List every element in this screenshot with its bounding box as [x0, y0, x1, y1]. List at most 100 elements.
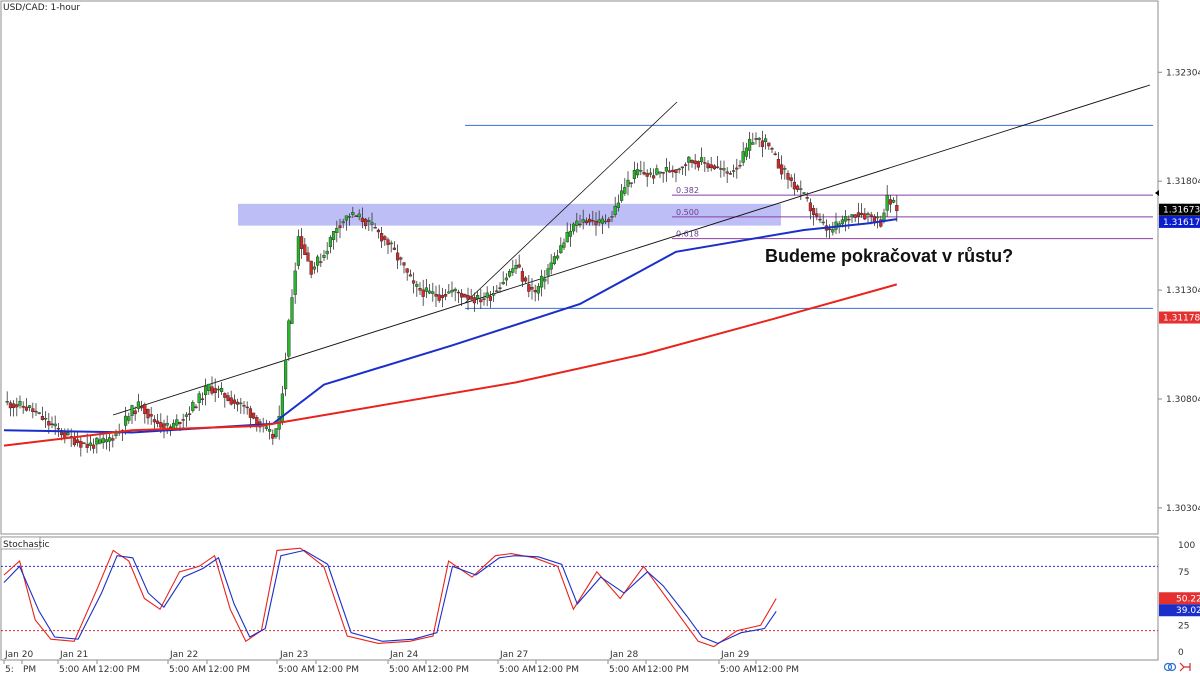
- bull-candle-body: [171, 422, 176, 429]
- bull-candle-body: [348, 216, 352, 218]
- bull-candle-body: [332, 231, 336, 240]
- candle: [437, 284, 441, 303]
- bull-candle-body: [514, 265, 518, 269]
- bear-candle-body: [738, 164, 742, 167]
- bull-candle-body: [344, 215, 348, 221]
- bull-candle-body: [492, 293, 496, 296]
- bear-candle-body: [684, 164, 688, 166]
- candle: [652, 168, 656, 184]
- candle: [754, 132, 758, 145]
- candle: [213, 378, 217, 402]
- bull-candle-body: [88, 442, 92, 446]
- bull-candle-body: [876, 216, 880, 219]
- chart-annotation: Budeme pokračovat v růstu?: [765, 246, 1013, 266]
- bear-candle-body: [789, 177, 793, 181]
- bull-candle-body: [831, 229, 835, 233]
- candle: [440, 287, 444, 308]
- bull-candle-body: [453, 288, 457, 292]
- bull-candle-body: [732, 170, 736, 172]
- bear-candle-body: [155, 420, 160, 424]
- bull-candle-body: [341, 221, 345, 224]
- bull-candle-body: [197, 393, 201, 403]
- bear-candle-body: [754, 138, 758, 140]
- bull-candle-body: [757, 137, 761, 140]
- bear-candle-body: [460, 292, 464, 298]
- candle: [351, 206, 355, 219]
- link-icon[interactable]: [1163, 662, 1173, 672]
- stochastic-value-label-1: 39.02: [1176, 606, 1200, 616]
- x-tick-label: 5:00 AM: [389, 665, 426, 675]
- candle: [562, 238, 566, 251]
- candle: [479, 289, 483, 309]
- bear-candle-body: [591, 219, 595, 222]
- candle: [789, 174, 793, 188]
- bear-candle-body: [402, 262, 406, 266]
- bull-candle-body: [866, 213, 870, 215]
- bull-candle-body: [504, 277, 508, 281]
- candle: [530, 278, 534, 300]
- bear-candle-body: [133, 410, 137, 415]
- stochastic-value-tag-1: [1159, 604, 1200, 617]
- candle: [876, 212, 880, 229]
- candle: [850, 214, 854, 223]
- bear-candle-body: [143, 404, 147, 414]
- candle: [447, 284, 451, 294]
- candle: [546, 264, 550, 285]
- candle: [796, 184, 800, 193]
- candle: [408, 269, 412, 277]
- bear-candle-body: [399, 257, 403, 260]
- bull-candle-body: [626, 179, 630, 187]
- day-label: Jan 29: [720, 650, 749, 660]
- moving-averages: [3, 218, 898, 447]
- bull-candle-body: [5, 401, 9, 403]
- bear-candle-body: [50, 423, 54, 426]
- bear-candle-body: [463, 294, 467, 298]
- bull-candle-body: [501, 281, 505, 285]
- bull-candle-body: [127, 416, 131, 421]
- candle: [239, 397, 243, 414]
- candle: [863, 207, 867, 221]
- candle: [696, 160, 700, 171]
- bear-candle-body: [693, 160, 697, 165]
- stochastic-value-tag-0: [1159, 592, 1200, 605]
- candle: [706, 160, 710, 172]
- candle: [588, 213, 592, 226]
- bear-candle-body: [85, 443, 89, 448]
- bull-candle-body: [28, 405, 32, 408]
- candle: [767, 142, 771, 150]
- candle: [303, 238, 307, 256]
- price-tag-label-1: 1.31617: [1163, 218, 1200, 228]
- bull-candle-body: [597, 219, 601, 223]
- candle: [88, 435, 92, 451]
- candle: [319, 253, 323, 267]
- candle: [123, 406, 128, 435]
- candle: [856, 202, 860, 226]
- candle: [722, 160, 726, 177]
- bear-candle-body: [456, 291, 460, 294]
- candle: [370, 212, 374, 232]
- bull-candle-body: [175, 419, 179, 426]
- stochastic-tick-label: 0: [1178, 648, 1184, 658]
- bear-candle-body: [856, 212, 860, 217]
- candle: [82, 442, 86, 445]
- bear-candle-body: [671, 169, 675, 173]
- candle: [520, 267, 524, 287]
- scroll-end-icon[interactable]: [1179, 662, 1191, 672]
- candle: [597, 210, 601, 227]
- candle: [357, 209, 361, 221]
- bull-candle-body: [677, 168, 681, 171]
- bear-candle-body: [392, 247, 396, 250]
- candle: [21, 401, 25, 414]
- bull-candle-body: [885, 194, 889, 211]
- corner-icons[interactable]: [1163, 662, 1191, 672]
- x-tick-label: 12:00 PM: [98, 665, 140, 675]
- bear-candle-body: [879, 219, 883, 227]
- bear-candle-body: [469, 296, 473, 300]
- candle: [187, 406, 192, 421]
- y-tick-label: 1.30304: [1166, 504, 1200, 514]
- candle: [831, 221, 835, 236]
- candle: [799, 180, 803, 201]
- candle: [568, 223, 572, 247]
- bear-candle-body: [520, 271, 524, 282]
- bull-candle-body: [751, 142, 755, 145]
